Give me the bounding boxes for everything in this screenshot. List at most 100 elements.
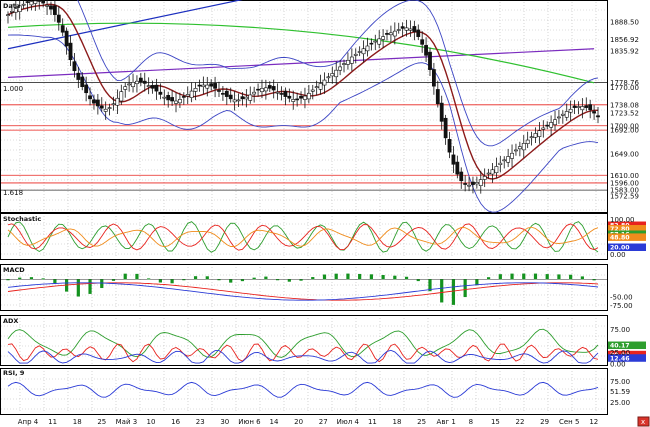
macd-histogram-bar	[88, 279, 92, 294]
macd-histogram-bar	[41, 278, 45, 280]
candle	[330, 73, 335, 77]
x-tick-label: 12	[589, 418, 598, 426]
macd-histogram-bar	[416, 279, 420, 282]
indicator-level-tag: 40.17	[610, 343, 630, 350]
candle	[564, 111, 569, 118]
stoch-series-line	[7, 226, 599, 248]
candle	[443, 117, 448, 139]
candle	[224, 90, 229, 97]
candle	[396, 29, 401, 31]
candle	[314, 86, 319, 88]
x-tick-label: Май 3	[116, 418, 138, 426]
macd-histogram-bar	[252, 277, 256, 280]
macd-histogram-bar	[276, 279, 280, 281]
candle	[279, 93, 284, 95]
x-tick-label: Сен 5	[559, 418, 579, 426]
indicator-tag-box	[608, 233, 646, 241]
candle	[338, 66, 343, 71]
candle	[553, 119, 557, 126]
rsi-panel-frame	[0, 368, 608, 415]
rsi-series-line	[7, 381, 599, 398]
candle	[283, 90, 288, 97]
x-tick-label: 8	[469, 418, 473, 426]
candle	[588, 104, 593, 111]
rsi-panel-title: RSI, 9	[3, 369, 25, 377]
candle	[263, 87, 268, 92]
macd-histogram-bar	[311, 277, 315, 280]
price-level-tag: 1572.59	[610, 192, 639, 200]
candle	[514, 149, 518, 152]
candle	[357, 51, 362, 53]
x-tick-label: 25	[417, 418, 426, 426]
candle	[56, 14, 61, 23]
indicator-tag-box	[608, 354, 646, 362]
candle	[494, 166, 499, 174]
candle	[267, 85, 272, 89]
indicator-tick-label: 0.00	[610, 251, 626, 259]
candle	[49, 5, 53, 10]
candle	[115, 97, 120, 106]
candle	[306, 93, 311, 100]
stochastic-panel-title: Stochastic	[3, 215, 41, 223]
candle	[584, 105, 589, 108]
close-icon: x	[641, 418, 645, 426]
x-tick-label: 10	[147, 418, 156, 426]
macd-histogram-bar	[463, 279, 467, 298]
candle	[193, 88, 198, 92]
indicator-tick-label: -50.00	[610, 293, 633, 301]
candle	[517, 146, 522, 150]
candle	[17, 5, 22, 12]
candle	[64, 30, 69, 47]
candle	[506, 156, 511, 163]
channel-mid-line	[7, 48, 595, 78]
candle	[41, 0, 46, 4]
x-tick-label: 15	[491, 418, 500, 426]
candle	[103, 108, 108, 112]
candle	[451, 154, 456, 165]
indicator-tick-label: 0.00	[610, 361, 626, 369]
candle	[498, 162, 503, 165]
candle	[60, 25, 65, 33]
indicator-tick-label: 75.00	[610, 326, 630, 334]
candle	[150, 85, 155, 89]
price-panel	[1, 0, 607, 213]
macd-histogram-bar	[147, 278, 151, 280]
macd-histogram-bar	[100, 279, 104, 289]
candle	[389, 32, 393, 36]
macd-histogram-bar	[428, 279, 432, 292]
macd-histogram-bar	[182, 279, 186, 281]
candle	[346, 59, 350, 65]
macd-histogram-bar	[451, 279, 456, 305]
candle	[25, 1, 30, 3]
macd-macd-line	[7, 282, 599, 301]
x-tick-label: 18	[73, 418, 82, 426]
price-level-tag: 1583.00	[610, 187, 639, 195]
close-button[interactable]: x	[637, 416, 650, 427]
macd-panel	[1, 273, 607, 305]
candle	[295, 98, 300, 101]
candle	[213, 83, 217, 89]
candle	[424, 45, 428, 56]
candle	[275, 91, 280, 94]
candle	[377, 38, 382, 45]
macd-histogram-bar	[76, 279, 80, 297]
macd-histogram-bar	[557, 274, 561, 280]
candle	[189, 90, 194, 98]
x-tick-label: 27	[319, 418, 328, 426]
candle	[381, 36, 385, 40]
candle	[92, 99, 96, 104]
candle	[240, 96, 245, 100]
price-level-tag: 1770.00	[610, 84, 639, 92]
candle	[260, 88, 264, 93]
candle	[131, 82, 135, 88]
candle	[138, 77, 143, 83]
candle	[502, 159, 507, 162]
candle	[580, 106, 585, 111]
candle	[572, 105, 577, 108]
candle	[310, 89, 315, 92]
macd-histogram-bar	[346, 273, 350, 280]
x-axis: Апр 4 11 18 25 Май 3 10 16 23 30 Июн 6 14 20 27 Июл 4…	[18, 418, 599, 426]
macd-histogram-bar	[29, 277, 34, 280]
macd-histogram-bar	[6, 279, 10, 281]
candle	[178, 99, 182, 104]
